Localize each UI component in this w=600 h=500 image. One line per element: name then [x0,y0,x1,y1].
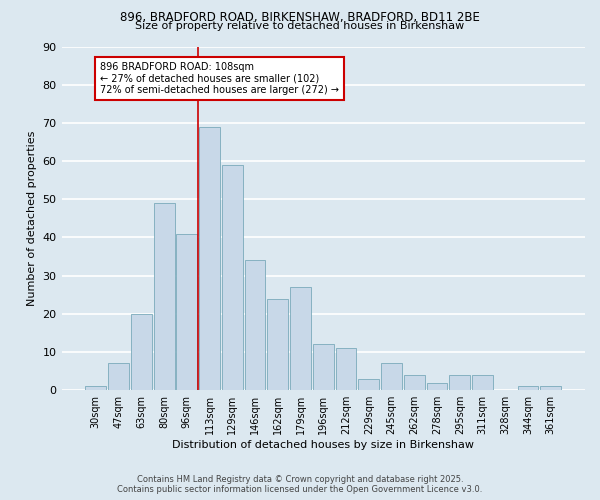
Bar [313,344,334,390]
Bar [540,386,561,390]
X-axis label: Distribution of detached houses by size in Birkenshaw: Distribution of detached houses by size … [172,440,474,450]
Bar [268,298,288,390]
Bar [518,386,538,390]
Bar [222,165,243,390]
Bar [404,375,425,390]
Bar [131,314,152,390]
Bar [85,386,106,390]
Bar [108,364,129,390]
Bar [199,126,220,390]
Y-axis label: Number of detached properties: Number of detached properties [27,130,37,306]
Bar [154,203,175,390]
Bar [176,234,197,390]
Text: Contains HM Land Registry data © Crown copyright and database right 2025.
Contai: Contains HM Land Registry data © Crown c… [118,474,482,494]
Bar [335,348,356,390]
Text: 896 BRADFORD ROAD: 108sqm
← 27% of detached houses are smaller (102)
72% of semi: 896 BRADFORD ROAD: 108sqm ← 27% of detac… [100,62,340,95]
Bar [290,287,311,390]
Bar [449,375,470,390]
Bar [427,382,448,390]
Bar [381,364,402,390]
Bar [472,375,493,390]
Text: Size of property relative to detached houses in Birkenshaw: Size of property relative to detached ho… [136,21,464,31]
Bar [245,260,265,390]
Text: 896, BRADFORD ROAD, BIRKENSHAW, BRADFORD, BD11 2BE: 896, BRADFORD ROAD, BIRKENSHAW, BRADFORD… [120,11,480,24]
Bar [358,379,379,390]
